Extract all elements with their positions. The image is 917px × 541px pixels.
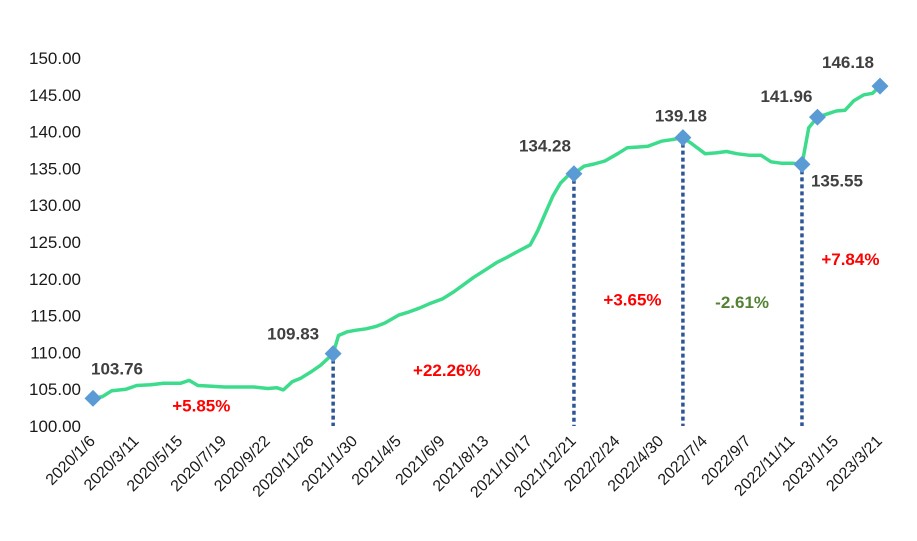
data-marker bbox=[808, 108, 826, 126]
y-tick-label: 100.00 bbox=[29, 417, 81, 436]
data-label: 103.76 bbox=[91, 359, 143, 378]
y-tick-label: 125.00 bbox=[29, 233, 81, 252]
segment-dividers bbox=[331, 143, 804, 426]
y-tick-label: 145.00 bbox=[29, 86, 81, 105]
data-label: 139.18 bbox=[655, 107, 707, 126]
data-marker bbox=[871, 77, 889, 95]
segment-change-label: -2.61% bbox=[715, 293, 769, 312]
series-line bbox=[91, 84, 882, 401]
data-marker bbox=[84, 389, 102, 407]
y-tick-label: 120.00 bbox=[29, 270, 81, 289]
segment-change-label: +3.65% bbox=[603, 290, 661, 309]
data-label: 109.83 bbox=[267, 325, 319, 344]
data-label: 134.28 bbox=[519, 137, 571, 156]
y-tick-label: 150.00 bbox=[29, 49, 81, 68]
data-label: 141.96 bbox=[760, 87, 812, 106]
data-marker bbox=[565, 165, 583, 183]
y-tick-label: 110.00 bbox=[30, 343, 81, 362]
x-axis: 2020/1/62020/3/112020/5/152020/7/192020/… bbox=[43, 433, 886, 502]
segment-change-label: +7.84% bbox=[821, 250, 879, 269]
y-tick-label: 130.00 bbox=[29, 196, 81, 215]
data-label: 135.55 bbox=[811, 171, 863, 190]
y-tick-label: 140.00 bbox=[29, 123, 81, 142]
data-marker bbox=[674, 129, 692, 147]
segment-change-label: +22.26% bbox=[413, 361, 481, 380]
y-axis: 100.00 105.00 110.00 115.00 120.00 125.00 130.… bbox=[29, 49, 81, 436]
y-tick-label: 105.00 bbox=[29, 380, 81, 399]
data-label: 146.18 bbox=[822, 53, 874, 72]
segment-change-label: +5.85% bbox=[172, 396, 230, 415]
data-marker bbox=[793, 155, 811, 173]
y-tick-label: 115.00 bbox=[30, 307, 81, 326]
series-layer bbox=[91, 84, 882, 401]
y-tick-label: 135.00 bbox=[29, 159, 81, 178]
segment-change-labels: +5.85% +22.26% +3.65% -2.61% +7.84% bbox=[172, 250, 879, 415]
marker-layer: 103.76 109.83 134.28 139.18 135.55 141.96 146.… bbox=[84, 53, 889, 407]
data-marker bbox=[324, 345, 342, 363]
